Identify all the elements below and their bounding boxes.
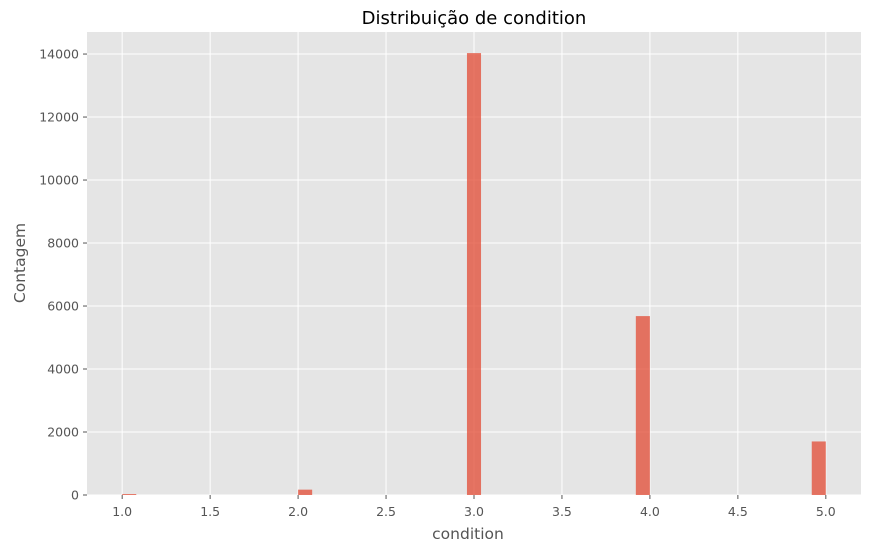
histogram-bar: [122, 494, 137, 495]
x-axis-label: condition: [432, 525, 504, 543]
x-tick-label: 3.5: [552, 504, 572, 519]
histogram-bar: [298, 489, 313, 495]
y-tick-label: 2000: [47, 425, 79, 440]
y-tick-label: 8000: [47, 236, 79, 251]
histogram-bar: [635, 316, 650, 495]
x-tick-label: 5.0: [816, 504, 836, 519]
x-tick-label: 3.0: [464, 504, 484, 519]
y-axis-label: Contagem: [11, 223, 29, 303]
histogram-bar: [811, 441, 826, 495]
y-tick-label: 14000: [39, 47, 79, 62]
chart-title: Distribuição de condition: [362, 8, 587, 29]
x-tick-label: 1.0: [112, 504, 132, 519]
histogram-bar: [466, 53, 482, 495]
y-tick-label: 4000: [47, 362, 79, 377]
x-tick-label: 4.5: [728, 504, 748, 519]
y-tick-label: 10000: [39, 173, 79, 188]
x-tick-label: 2.5: [376, 504, 396, 519]
y-tick-label: 6000: [47, 299, 79, 314]
y-tick-label: 12000: [39, 110, 79, 125]
x-tick-label: 2.0: [288, 504, 308, 519]
y-tick-label: 0: [71, 488, 79, 503]
x-tick-label: 1.5: [200, 504, 220, 519]
x-tick-label: 4.0: [640, 504, 660, 519]
bars: [122, 53, 826, 495]
y-ticks: 0 2000 4000 6000 8000 10000 12000 14000: [39, 47, 87, 503]
x-ticks: 1.0 1.5 2.0 2.5 3.0 3.5 4.0 4.5 5.0: [112, 495, 836, 519]
